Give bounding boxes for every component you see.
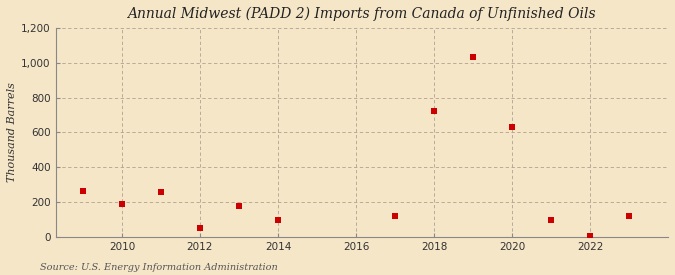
- Point: [624, 214, 634, 218]
- Point: [389, 214, 400, 218]
- Y-axis label: Thousand Barrels: Thousand Barrels: [7, 82, 17, 182]
- Point: [468, 54, 479, 59]
- Point: [507, 125, 518, 129]
- Point: [429, 108, 439, 113]
- Title: Annual Midwest (PADD 2) Imports from Canada of Unfinished Oils: Annual Midwest (PADD 2) Imports from Can…: [128, 7, 596, 21]
- Text: Source: U.S. Energy Information Administration: Source: U.S. Energy Information Administ…: [40, 263, 278, 272]
- Point: [78, 189, 88, 194]
- Point: [194, 226, 205, 230]
- Point: [273, 218, 284, 222]
- Point: [585, 234, 595, 238]
- Point: [117, 202, 128, 206]
- Point: [234, 204, 244, 208]
- Point: [155, 190, 166, 194]
- Point: [545, 218, 556, 222]
